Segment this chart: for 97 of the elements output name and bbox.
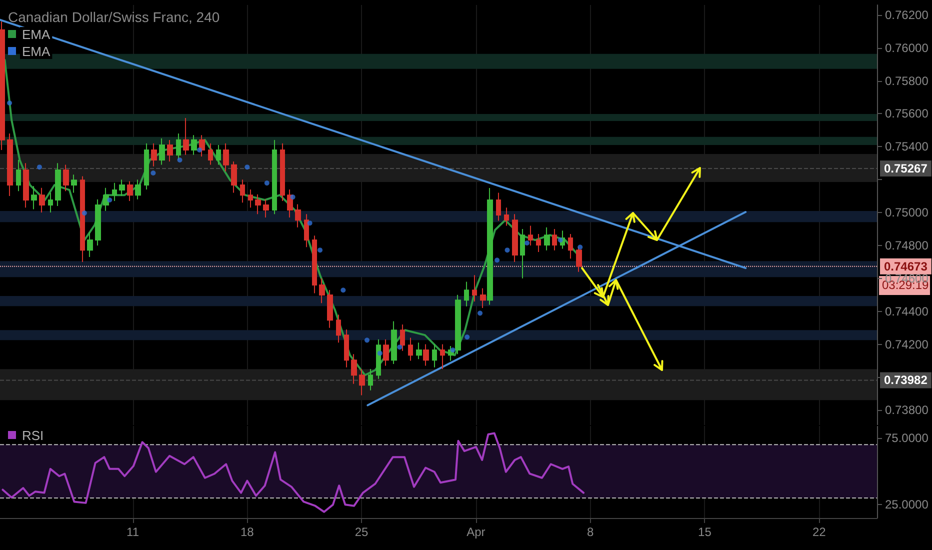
candlestick (344, 328, 349, 368)
candlestick (199, 134, 205, 158)
candlestick (416, 342, 422, 360)
candlestick (280, 142, 285, 202)
candlestick (223, 142, 229, 172)
candlestick (248, 188, 253, 208)
candlestick (383, 338, 389, 366)
candlestick (359, 368, 365, 396)
ref-line-label: 0.75267 (884, 162, 928, 176)
candlestick (112, 182, 117, 202)
candlestick (263, 198, 269, 218)
candlestick (576, 246, 582, 272)
candlestick (455, 294, 461, 355)
x-tick-label: Apr (466, 525, 486, 539)
candlestick (159, 138, 165, 166)
candlestick (255, 194, 261, 215)
y-tick-label: 0.76200 (885, 8, 929, 22)
candlestick (304, 214, 309, 248)
candlestick (119, 179, 125, 197)
y-tick-label: 0.73800 (885, 403, 929, 418)
candlestick (48, 192, 53, 214)
candlestick (504, 207, 509, 226)
candlestick (400, 324, 405, 352)
candlestick (216, 144, 221, 166)
candlestick (368, 368, 373, 391)
candlestick (568, 233, 573, 260)
candlestick (7, 132, 13, 197)
candlestick (408, 337, 413, 362)
candlestick (231, 160, 237, 194)
candlestick (63, 164, 69, 192)
candlestick (151, 142, 157, 167)
candlestick (183, 117, 189, 156)
candlestick (520, 228, 525, 279)
candlestick (16, 159, 21, 192)
x-tick-label: 15 (698, 525, 712, 539)
y-tick-label: 0.76000 (885, 40, 929, 55)
candlestick (240, 179, 245, 204)
candlestick (312, 235, 317, 294)
y-tick-label: 0.75400 (885, 140, 929, 154)
candlestick (144, 142, 149, 190)
candlestick (544, 226, 550, 251)
x-tick-label: 8 (586, 525, 594, 539)
y-tick-label: 25.0000 (885, 498, 929, 512)
candlestick (287, 188, 293, 218)
y-tick-label: 0.75600 (885, 106, 929, 121)
candlestick (127, 180, 133, 202)
candlestick (496, 192, 501, 222)
y-tick-label: 0.75000 (885, 206, 929, 220)
candlestick (191, 134, 197, 156)
y-tick-label: 0.74400 (885, 304, 929, 318)
candlestick (319, 278, 325, 304)
candlestick (487, 187, 493, 306)
candlestick (31, 186, 37, 210)
candlestick (391, 320, 397, 365)
candlestick (376, 338, 381, 380)
legend-label: EMA (22, 44, 50, 59)
candlestick (512, 214, 518, 262)
y-tick-label: 0.74200 (885, 337, 929, 352)
candlestick (167, 140, 173, 162)
candlestick (480, 288, 486, 309)
x-tick-label: 25 (354, 525, 369, 539)
candlestick (351, 354, 357, 384)
candlestick (55, 162, 61, 206)
candlestick (95, 198, 101, 246)
candlestick (80, 176, 85, 262)
candlestick (208, 142, 213, 166)
candlestick (327, 289, 333, 328)
legend-label: RSI (22, 428, 44, 443)
x-tick-label: 18 (240, 525, 254, 539)
legend-label: EMA (22, 27, 50, 42)
candlestick (39, 187, 45, 214)
candlestick (103, 187, 109, 212)
candlestick (464, 281, 469, 307)
y-tick-label: 0.74800 (885, 238, 929, 252)
candlestick (440, 344, 445, 370)
candlestick (272, 140, 277, 215)
y-tick-label: 75.0000 (885, 431, 929, 445)
candlestick (0, 20, 5, 150)
candlestick (423, 344, 429, 366)
candlestick (176, 132, 181, 160)
candlestick (295, 204, 301, 228)
y-tick-label: 0.75800 (885, 74, 929, 88)
ref-line-label: 0.73982 (884, 373, 928, 388)
candlestick (552, 228, 557, 251)
ref-line-label: 0.74673 (884, 259, 928, 274)
candlestick (536, 233, 541, 253)
candlestick (135, 179, 141, 200)
candlestick (336, 314, 341, 344)
x-tick-label: 11 (126, 525, 140, 539)
candlestick (87, 232, 93, 258)
candlestick (472, 274, 477, 302)
candlestick (23, 162, 29, 208)
x-tick-label: 22 (812, 525, 826, 539)
candlestick (432, 344, 437, 368)
chart-title: Canadian Dollar/Swiss Franc, 240 (8, 9, 220, 25)
candlestick (71, 174, 77, 194)
candlestick (528, 225, 533, 246)
